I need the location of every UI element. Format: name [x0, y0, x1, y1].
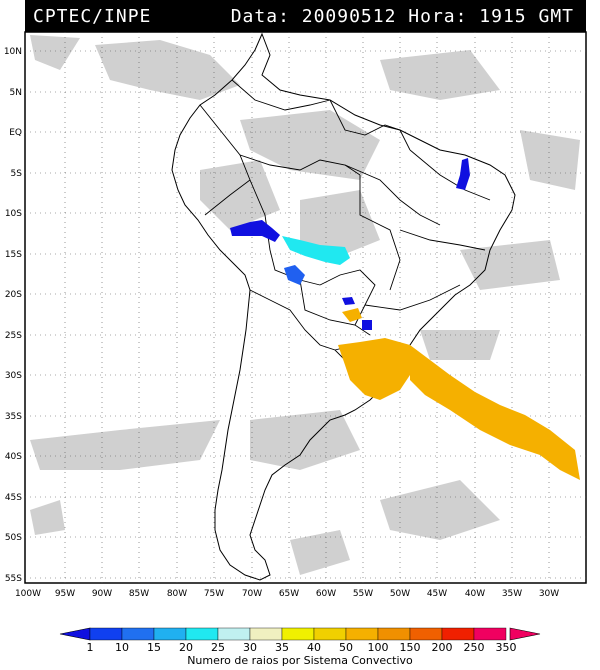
lat-label: 10N: [4, 47, 22, 57]
colorbar-label: 15: [147, 641, 161, 654]
colorbar-right-arrow: [509, 627, 541, 641]
lon-label: 70W: [242, 589, 262, 599]
lat-label: 50S: [5, 533, 22, 543]
cluster-south-atlantic: [410, 345, 580, 480]
country-borders: [199, 79, 491, 386]
lon-label: 80W: [167, 589, 187, 599]
colorbar-cell: [377, 627, 411, 641]
colorbar-label: 40: [307, 641, 321, 654]
cluster-northeast: [456, 158, 470, 190]
lat-label: 40S: [5, 452, 22, 462]
colorbar-cell: [441, 627, 475, 641]
lon-label: 40W: [465, 589, 485, 599]
lon-label: 85W: [129, 589, 149, 599]
colorbar: [59, 627, 541, 641]
lon-label: 50W: [390, 589, 410, 599]
lon-label: 100W: [15, 589, 41, 599]
colorbar-cell: [185, 627, 219, 641]
colorbar-label: 25: [211, 641, 225, 654]
lon-label: 45W: [427, 589, 447, 599]
colorbar-label: 150: [400, 641, 421, 654]
lon-label: 95W: [55, 589, 75, 599]
colorbar-cell: [249, 627, 283, 641]
south-america-coastline: [171, 32, 516, 581]
lightning-clusters: [230, 158, 580, 480]
colorbar-label: 20: [179, 641, 193, 654]
lat-label: 25S: [5, 331, 22, 341]
lat-label: 5N: [10, 88, 22, 98]
lon-label: 65W: [279, 589, 299, 599]
colorbar-cell: [281, 627, 315, 641]
colorbar-label: 30: [243, 641, 257, 654]
cluster-mato-grosso: [282, 236, 350, 265]
colorbar-cell: [89, 627, 123, 641]
colorbar-label: 250: [464, 641, 485, 654]
colorbar-cell: [473, 627, 507, 641]
colorbar-label: 50: [339, 641, 353, 654]
lat-label: 5S: [11, 169, 23, 179]
lon-label: 75W: [204, 589, 224, 599]
colorbar-label: 35: [275, 641, 289, 654]
lat-label: 30S: [5, 371, 22, 381]
cluster-rio-grande: [338, 338, 420, 400]
colorbar-labels: 1 10 15 20 25 30 35 40 50 100 150 200 25…: [87, 641, 517, 667]
lat-label: 10S: [5, 209, 22, 219]
colorbar-label: 10: [115, 641, 129, 654]
colorbar-cell: [313, 627, 347, 641]
lon-label: 30W: [539, 589, 559, 599]
colorbar-left-arrow: [59, 627, 91, 641]
colorbar-cell: [217, 627, 251, 641]
map-header: CPTEC/INPE Data: 20090512 Hora: 1915 GMT: [25, 0, 586, 32]
datetime-label: Data: 20090512 Hora: 1915 GMT: [230, 6, 574, 27]
lon-label: 90W: [92, 589, 112, 599]
colorbar-cell: [345, 627, 379, 641]
lon-labels: 100W 95W 90W 85W 80W 75W 70W 65W 60W 55W…: [15, 589, 559, 599]
lat-labels: 10N 5N EQ 5S 10S 15S 20S 25S 30S 35S 40S…: [4, 47, 22, 584]
cluster-blue-small: [362, 320, 372, 330]
graticule: [25, 32, 586, 583]
lon-label: 60W: [316, 589, 336, 599]
cluster-bolivia-peru: [230, 220, 280, 242]
colorbar-label: 100: [368, 641, 389, 654]
cluster-paraguay: [342, 297, 355, 305]
colorbar-title: Numero de raios por Sistema Convectivo: [187, 654, 413, 667]
colorbar-cell: [121, 627, 155, 641]
colorbar-cells: [89, 627, 507, 641]
lon-label: 55W: [353, 589, 373, 599]
lat-label: 35S: [5, 412, 22, 422]
cloud-cover: [30, 35, 580, 575]
colorbar-cell: [153, 627, 187, 641]
cluster-bolivia-south: [284, 265, 305, 285]
lat-label: 20S: [5, 290, 22, 300]
cluster-paraguay-south: [342, 308, 362, 322]
lat-label: 45S: [5, 493, 22, 503]
lat-label: 15S: [5, 250, 22, 260]
colorbar-label: 1: [87, 641, 94, 654]
colorbar-label: 350: [496, 641, 517, 654]
lat-label: EQ: [9, 128, 22, 138]
lon-label: 35W: [502, 589, 522, 599]
source-label: CPTEC/INPE: [33, 6, 152, 27]
colorbar-label: 200: [432, 641, 453, 654]
colorbar-cell: [409, 627, 443, 641]
lat-label: 55S: [5, 574, 22, 584]
